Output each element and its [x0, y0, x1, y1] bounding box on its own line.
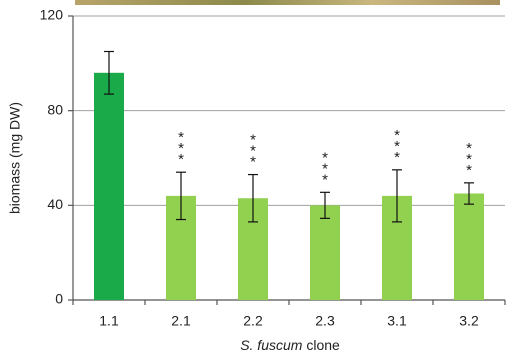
photo-strip: [75, 0, 500, 5]
x-tick-label: 1.1: [99, 313, 119, 329]
significance-label: ***: [394, 127, 400, 166]
x-tick-label: 2.1: [171, 313, 191, 329]
x-tick-label: 2.2: [243, 313, 263, 329]
x-axis-label-species: S. fuscum: [240, 337, 303, 353]
bar: [94, 73, 124, 300]
significance-label: ***: [178, 129, 184, 168]
y-tick-label: 120: [40, 7, 64, 23]
chart: biomass (mg DW) S. fuscum clone 0 40 80 120…: [0, 0, 512, 356]
y-tick-label: 80: [47, 101, 63, 117]
x-tick-label: 3.2: [459, 313, 479, 329]
bar: [310, 205, 340, 300]
y-tick-label: 0: [55, 291, 63, 307]
x-tick-label: 2.3: [315, 313, 335, 329]
significance-label: ***: [466, 140, 472, 179]
y-tick-label: 40: [47, 196, 63, 212]
bar: [454, 194, 484, 301]
significance-label: ***: [250, 132, 256, 171]
y-axis-label: biomass (mg DW): [7, 102, 23, 214]
x-axis-label: S. fuscum clone: [240, 337, 340, 353]
x-tick-label: 3.1: [387, 313, 407, 329]
significance-label: ***: [322, 149, 328, 188]
x-axis-label-rest: clone: [306, 337, 340, 353]
